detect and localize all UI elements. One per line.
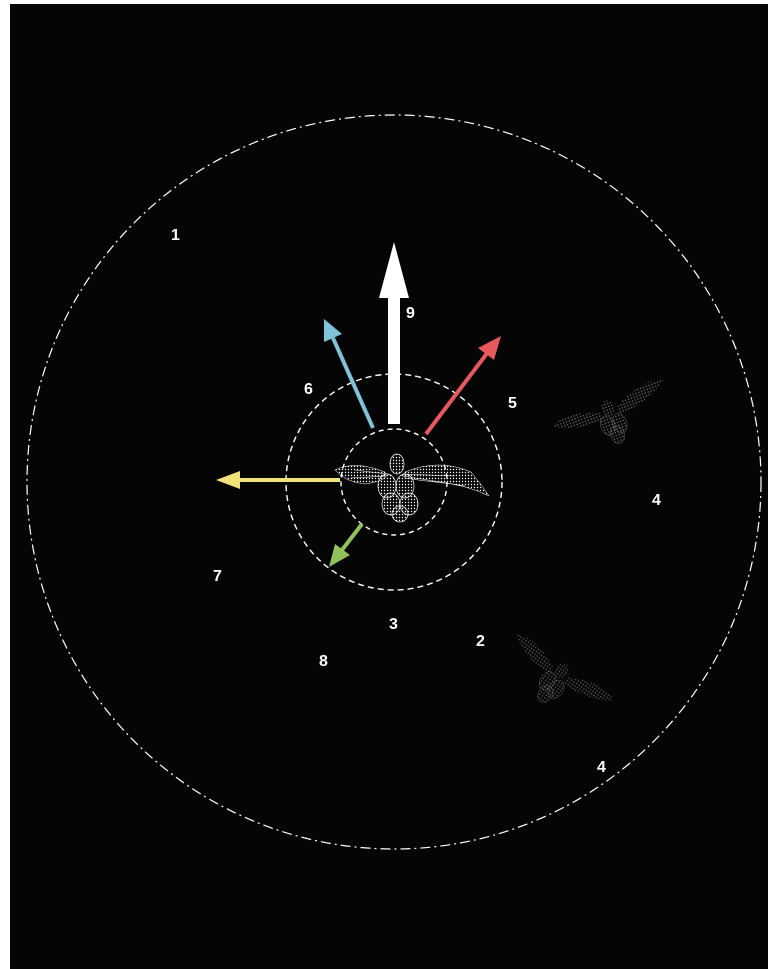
arrow-lower-left: [329, 522, 364, 567]
outer-zone-circle: [26, 114, 762, 850]
label-3: 3: [389, 616, 398, 633]
arrow-up: [379, 242, 409, 424]
arrow-upper-right: [424, 336, 501, 436]
label-1: 1: [171, 227, 180, 244]
middle-zone-circle: [285, 373, 503, 591]
label-7: 7: [213, 568, 222, 585]
label-2: 2: [476, 633, 485, 650]
label-4-upper: 4: [652, 492, 661, 509]
diagram-canvas: 1 9 6 5 4 7 3 2 8 4: [10, 4, 768, 969]
central-insect: [334, 453, 490, 523]
label-8: 8: [319, 653, 328, 670]
label-5: 5: [508, 395, 517, 412]
distant-insect-lower-right: [516, 634, 615, 703]
diagram-svg: 1 9 6 5 4 7 3 2 8 4: [26, 114, 762, 850]
arrow-left: [216, 471, 340, 489]
label-4-lower: 4: [597, 759, 606, 776]
arrow-upper-left: [324, 319, 375, 429]
distant-insect-upper-right: [552, 379, 664, 444]
label-6: 6: [304, 381, 313, 398]
label-9: 9: [406, 305, 415, 322]
